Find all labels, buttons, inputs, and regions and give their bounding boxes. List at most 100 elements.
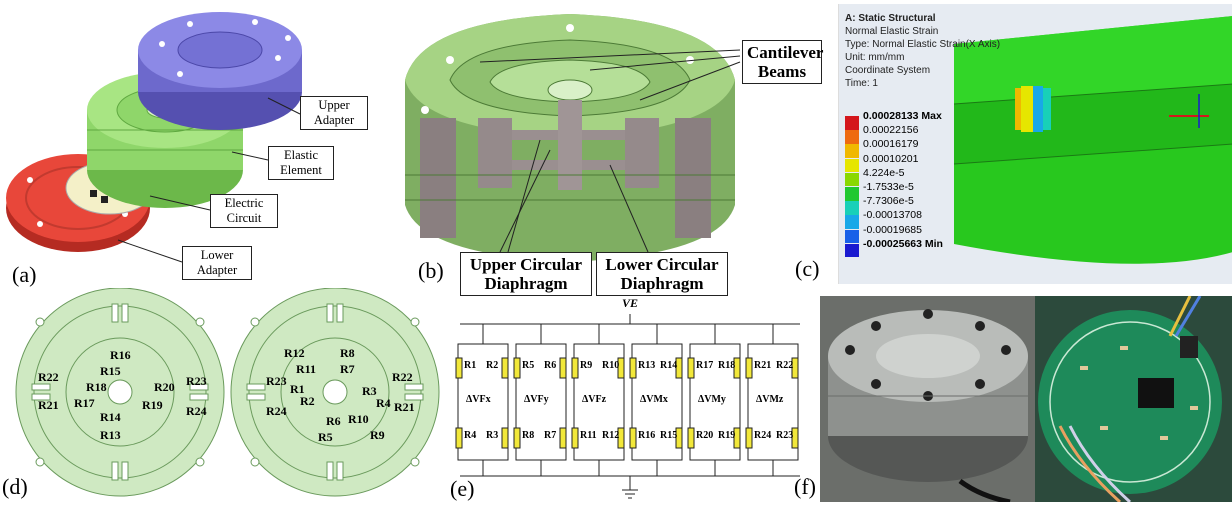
bridge-resistor-label: R5 <box>522 360 535 371</box>
bridge-output-label: ΔVMz <box>756 394 784 405</box>
legend-color-swatch <box>845 201 859 215</box>
bridge-resistor-label: R12 <box>602 430 620 441</box>
resistor-symbol <box>513 427 521 449</box>
bridge-resistor-label: R11 <box>580 430 597 441</box>
bridge-output-label: ΔVFy <box>524 394 549 405</box>
resistor-symbol <box>559 427 567 449</box>
bridge-resistor-label: R24 <box>754 430 772 441</box>
bridge-resistor-label: R17 <box>696 360 714 371</box>
fea-coord: Coordinate System <box>845 65 931 76</box>
legend-value: -0.00025663 Min <box>863 237 943 250</box>
resistor-label: R1 <box>290 382 305 396</box>
fea-time: Time: 1 <box>845 78 878 89</box>
resistor-label: R22 <box>38 370 59 384</box>
bridge-resistor-label: R21 <box>754 360 772 371</box>
bridge-resistor-label: R3 <box>486 430 499 441</box>
legend-color-swatch <box>845 243 859 258</box>
prototype-photo <box>820 295 1232 505</box>
panel-label-d: (d) <box>2 474 28 499</box>
resistor-label: R13 <box>100 428 121 442</box>
panel-d: R16 R15 R18 R17 R14 R13 R20 R19 R22 R21 … <box>0 287 450 502</box>
legend-color-swatch <box>845 144 859 158</box>
resistor-label: R23 <box>266 374 287 388</box>
bridge-output-label: ΔVFx <box>466 394 491 405</box>
resistor-symbol <box>733 427 741 449</box>
fea-unit: Unit: mm/mm <box>845 52 905 63</box>
resistor-label: R24 <box>266 404 287 418</box>
legend-color-swatch <box>845 215 859 229</box>
panel-label-e: (e) <box>450 476 475 501</box>
resistor-label: R23 <box>186 374 207 388</box>
callout-lower-adapter: Lower Adapter <box>182 246 252 280</box>
resistor-label: R12 <box>284 346 305 360</box>
resistor-symbol <box>501 357 509 379</box>
bridge-resistor-label: R10 <box>602 360 620 371</box>
bridge-resistor-label: R4 <box>464 430 477 441</box>
resistor-symbol <box>629 357 637 379</box>
callout-cantilever-beams: Cantilever Beams <box>742 40 823 84</box>
legend-value: 4.224e-5 <box>863 166 905 179</box>
bridge-resistor-label: R9 <box>580 360 593 371</box>
resistor-symbol <box>617 427 625 449</box>
legend-color-swatch <box>845 116 859 130</box>
legend-value: 0.00022156 <box>863 124 919 137</box>
resistor-symbol <box>675 357 683 379</box>
resistor-label: R6 <box>326 414 341 428</box>
resistor-label: R15 <box>100 364 121 378</box>
cutaway-view-figure <box>405 14 741 262</box>
bridge-resistor-label: R2 <box>486 360 499 371</box>
resistor-symbol <box>455 427 463 449</box>
fea-result: Normal Elastic Strain <box>845 26 939 37</box>
resistor-label: R16 <box>110 348 131 362</box>
callout-elastic-element: Elastic Element <box>268 146 334 180</box>
panel-label-a: (a) <box>12 262 37 287</box>
resistor-symbol <box>501 427 509 449</box>
fea-legend: 0.00028133 Max 0.00022156 0.00016179 0.0001… <box>839 110 969 266</box>
legend-value: -0.00019685 <box>863 223 922 236</box>
resistor-label: R7 <box>340 362 355 376</box>
resistor-symbol <box>513 357 521 379</box>
panel-label-b: (b) <box>418 258 444 283</box>
resistor-label: R14 <box>100 410 121 424</box>
resistor-label: R18 <box>86 380 107 394</box>
resistor-label: R5 <box>318 430 333 444</box>
callout-upper-diaphragm: Upper Circular Diaphragm <box>460 252 592 296</box>
bridge-resistor-label: R7 <box>544 430 557 441</box>
resistor-symbol <box>559 357 567 379</box>
legend-value: -7.7306e-5 <box>863 195 914 208</box>
fea-type: Type: Normal Elastic Strain(X Axis) <box>845 39 1001 50</box>
resistor-symbol <box>675 427 683 449</box>
bridge-output-label: ΔVMx <box>640 394 668 405</box>
exploded-view-figure <box>6 12 302 263</box>
bridge-resistor-label: R15 <box>660 430 678 441</box>
bridge-resistor-label: R22 <box>776 360 794 371</box>
resistor-label: R2 <box>300 394 315 408</box>
bridge-resistor-label: R20 <box>696 430 714 441</box>
resistor-symbol <box>571 427 579 449</box>
legend-value: 0.00010201 <box>863 152 919 165</box>
fea-strain-plot <box>839 4 1232 284</box>
resistor-label: R21 <box>394 400 415 414</box>
resistor-label: R21 <box>38 398 59 412</box>
resistor-symbol <box>571 357 579 379</box>
legend-value: 0.00028133 Max <box>863 110 942 122</box>
callout-upper-adapter: Upper Adapter <box>300 96 368 130</box>
resistor-symbol <box>687 357 695 379</box>
legend-color-swatch <box>845 130 859 144</box>
resistor-label: R24 <box>186 404 207 418</box>
resistor-symbol <box>791 357 799 379</box>
legend-value: 0.00016179 <box>863 138 919 151</box>
legend-value: -0.00013708 <box>863 209 922 222</box>
bridge-resistor-label: R6 <box>544 360 557 371</box>
panel-c: A: Static Structural Normal Elastic Stra… <box>795 4 1232 284</box>
resistor-symbol <box>791 427 799 449</box>
resistor-label: R22 <box>392 370 413 384</box>
resistor-symbol <box>455 357 463 379</box>
resistor-label: R4 <box>376 396 391 410</box>
legend-color-swatch <box>845 172 859 187</box>
legend-value: -1.7533e-5 <box>863 181 914 193</box>
panel-label-c: (c) <box>795 256 820 281</box>
resistor-label: R3 <box>362 384 377 398</box>
resistor-symbol <box>629 427 637 449</box>
resistor-symbol <box>617 357 625 379</box>
